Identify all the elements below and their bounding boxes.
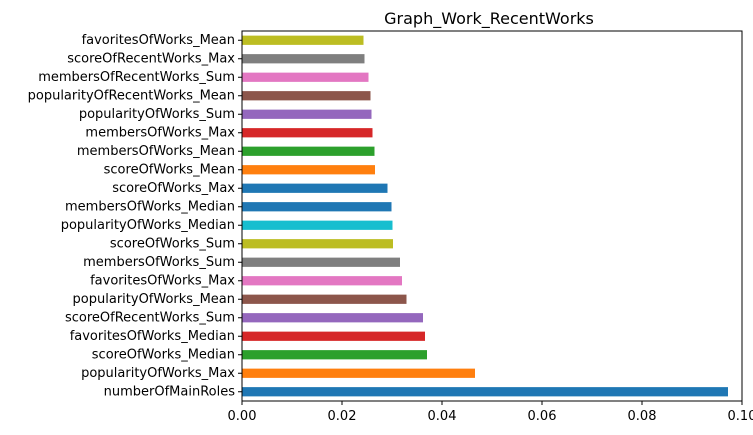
- bar-scoreOfWorks_Median: [242, 350, 427, 360]
- y-tick-label: membersOfWorks_Mean: [77, 144, 235, 159]
- x-tick-label: 0.06: [528, 409, 557, 424]
- x-tick-label: 0.10: [728, 409, 753, 424]
- bar-favoritesOfWorks_Max: [242, 276, 402, 286]
- y-tick-label: membersOfWorks_Median: [65, 199, 235, 214]
- bar-scoreOfWorks_Sum: [242, 239, 393, 249]
- y-tick-label: scoreOfWorks_Sum: [110, 236, 235, 251]
- plot-frame: [241, 30, 743, 402]
- y-tick-label: favoritesOfWorks_Median: [70, 329, 235, 344]
- bar-membersOfWorks_Median: [242, 202, 392, 212]
- bar-popularityOfWorks_Mean: [242, 294, 407, 304]
- x-axis-ticks: 0.00 0.02 0.04 0.06 0.08 0.10: [228, 401, 753, 424]
- bar-membersOfWorks_Max: [242, 128, 373, 138]
- bar-membersOfWorks_Sum: [242, 257, 400, 267]
- axes-spines: [241, 30, 743, 402]
- bar-favoritesOfWorks_Mean: [242, 35, 364, 45]
- chart-title: Graph_Work_RecentWorks: [384, 9, 594, 29]
- y-tick-label: membersOfWorks_Sum: [83, 255, 235, 270]
- y-axis-ticks: numberOfMainRoles popularityOfWorks_Max sc…: [28, 33, 242, 399]
- y-tick-label: popularityOfRecentWorks_Mean: [28, 88, 235, 103]
- y-tick-label: scoreOfWorks_Mean: [104, 162, 235, 177]
- y-tick-label: membersOfWorks_Max: [85, 125, 235, 140]
- y-tick-label: numberOfMainRoles: [104, 384, 236, 399]
- bar-scoreOfWorks_Mean: [242, 165, 375, 175]
- y-tick-label: favoritesOfWorks_Max: [90, 273, 235, 288]
- y-tick-label: popularityOfWorks_Sum: [79, 107, 235, 122]
- x-tick-label: 0.00: [228, 409, 257, 424]
- y-tick-label: popularityOfWorks_Mean: [73, 292, 235, 307]
- bar-scoreOfWorks_Max: [242, 183, 388, 193]
- y-tick-label: scoreOfWorks_Max: [112, 181, 235, 196]
- bar-popularityOfWorks_Max: [242, 368, 475, 378]
- bar-favoritesOfWorks_Median: [242, 331, 425, 341]
- bar-scoreOfRecentWorks_Sum: [242, 313, 423, 323]
- y-tick-label: favoritesOfWorks_Mean: [82, 33, 235, 48]
- bars-group: [242, 35, 728, 397]
- y-tick-label: scoreOfRecentWorks_Sum: [65, 310, 235, 325]
- bar-popularityOfWorks_Median: [242, 220, 393, 230]
- y-tick-label: scoreOfRecentWorks_Max: [67, 51, 235, 66]
- y-tick-label: membersOfRecentWorks_Sum: [38, 70, 235, 85]
- x-tick-label: 0.02: [328, 409, 357, 424]
- x-tick-label: 0.08: [628, 409, 657, 424]
- y-tick-label: scoreOfWorks_Median: [92, 347, 235, 362]
- x-tick-label: 0.04: [428, 409, 457, 424]
- y-tick-label: popularityOfWorks_Max: [81, 366, 235, 381]
- bar-membersOfRecentWorks_Sum: [242, 72, 369, 82]
- bar-popularityOfWorks_Sum: [242, 109, 372, 119]
- bar-membersOfWorks_Mean: [242, 146, 375, 156]
- bar-scoreOfRecentWorks_Max: [242, 54, 365, 64]
- bar-numberOfMainRoles: [242, 387, 728, 397]
- bar-popularityOfRecentWorks_Mean: [242, 91, 371, 101]
- y-tick-label: popularityOfWorks_Median: [61, 218, 235, 233]
